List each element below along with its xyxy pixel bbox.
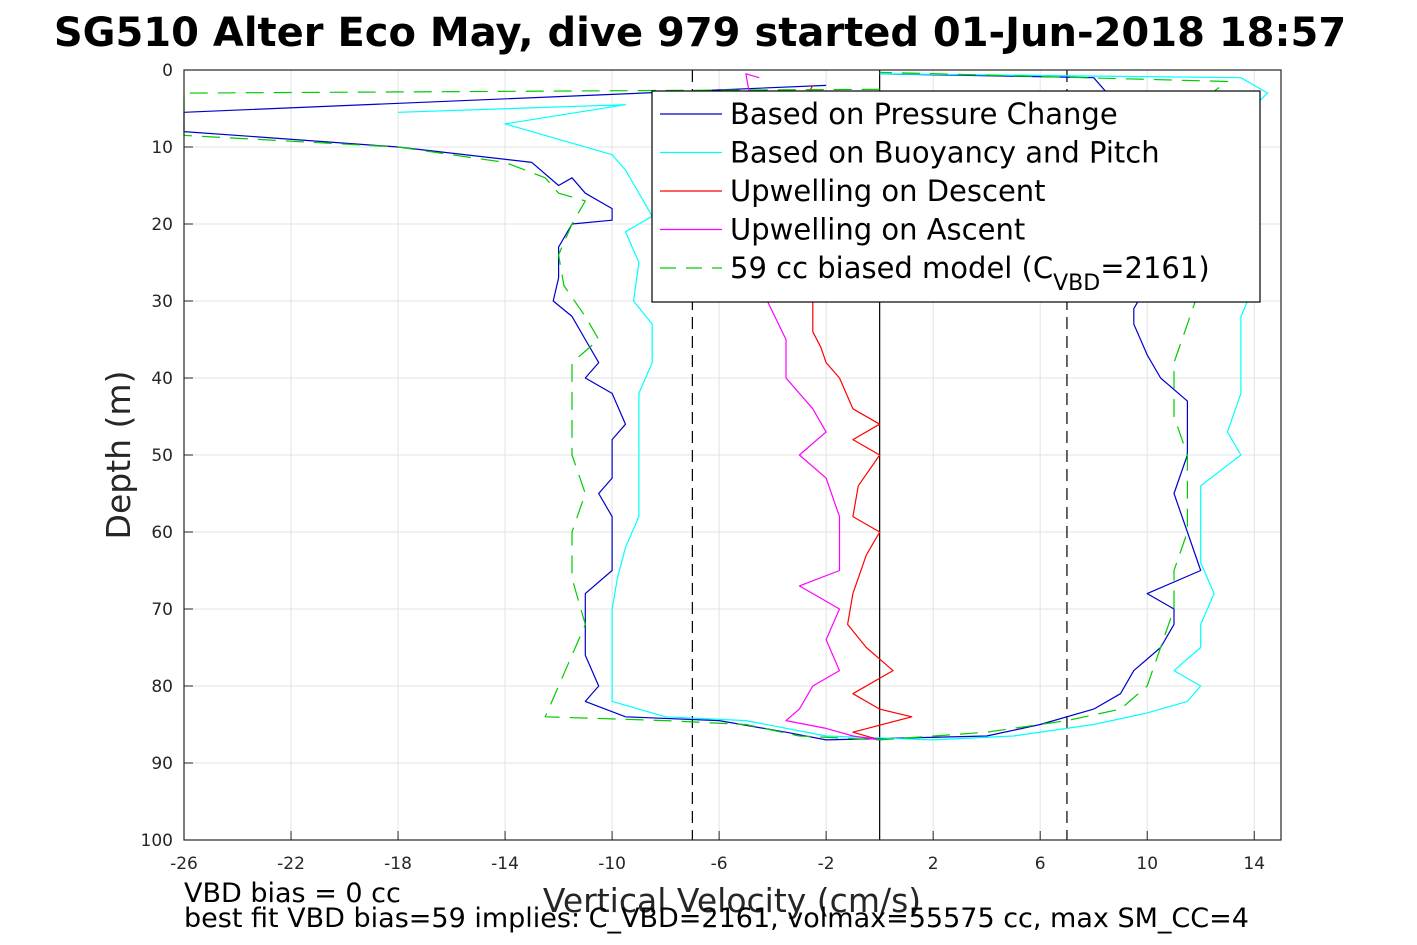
legend: Based on Pressure Change Based on Buoyanc… [651, 90, 1261, 303]
x-tick-label: -14 [491, 854, 519, 874]
series-line-2 [397, 73, 1269, 741]
chart-title: SG510 Alter Eco May, dive 979 started 01… [54, 10, 1346, 56]
x-tick-label: -6 [711, 854, 728, 874]
x-tick-label: -10 [598, 854, 626, 874]
y-tick-label: 50 [151, 446, 173, 466]
y-tick-label: 60 [151, 523, 173, 543]
y-tick-label: 80 [151, 677, 173, 697]
footer-line-2: best fit VBD bias=59 implies: C_VBD=2161… [184, 903, 1249, 934]
series-line-5 [183, 71, 1229, 741]
x-tick-labels: -26 -22 -18 -14 -10 -6 -2 2 6 10 14 [170, 854, 1265, 874]
legend-label-3: Upwelling on Descent [730, 174, 1046, 208]
legend-label-1: Based on Pressure Change [730, 97, 1118, 131]
y-tick-label: 20 [151, 215, 173, 235]
x-tick-label: 14 [1243, 854, 1265, 874]
y-tick-label: 90 [151, 754, 173, 774]
y-tick-labels: 0 10 20 30 40 50 60 70 80 90 100 [141, 61, 173, 851]
x-tick-label: 2 [928, 854, 939, 874]
y-tick-label: 0 [162, 61, 173, 81]
x-tick-label: -26 [170, 854, 198, 874]
x-tick-label: -2 [818, 854, 835, 874]
legend-label-2: Based on Buoyancy and Pitch [730, 136, 1160, 170]
series-line-4 [745, 73, 880, 741]
y-tick-label: 10 [151, 138, 173, 158]
y-tick-label: 70 [151, 600, 173, 620]
legend-label-5: 59 cc biased model (CVBD=2161) [730, 251, 1210, 296]
x-tick-label: 10 [1136, 854, 1158, 874]
legend-label-4: Upwelling on Ascent [730, 213, 1025, 247]
legend-box [651, 90, 1261, 303]
x-tick-label: -18 [384, 854, 412, 874]
x-axis-label: Vertical Velocity (cm/s) [543, 881, 921, 920]
plot-frame [183, 69, 1282, 841]
y-tick-label: 100 [141, 831, 173, 851]
x-tick-label: 6 [1035, 854, 1046, 874]
series-line-1 [183, 73, 1202, 741]
y-tick-label: 40 [151, 369, 173, 389]
y-tick-label: 30 [151, 292, 173, 312]
x-tick-label: -22 [277, 854, 305, 874]
y-axis-label: Depth (m) [99, 371, 138, 540]
footer-line-1: VBD bias = 0 cc [184, 878, 401, 909]
